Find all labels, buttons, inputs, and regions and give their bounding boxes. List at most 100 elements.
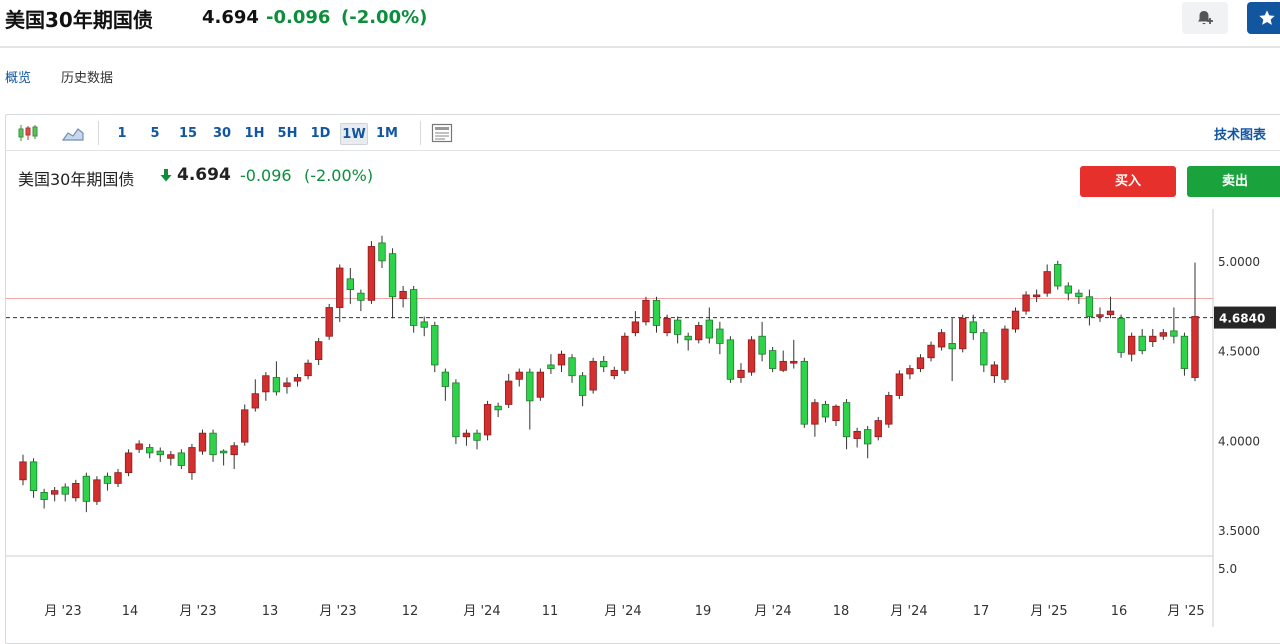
interval-1d[interactable]: 1D [310, 126, 331, 141]
candle-body [747, 339, 756, 373]
x-tick-label: 月 '25 [1167, 604, 1204, 619]
y-tick-label: 4.0000 [1218, 434, 1260, 448]
candle-body [198, 432, 207, 452]
layout-button[interactable] [429, 121, 455, 145]
interval-5h[interactable]: 5H [277, 126, 298, 141]
candle-body [1085, 296, 1094, 317]
candle-body [1149, 335, 1157, 343]
candle-body [272, 377, 281, 393]
candle-body [146, 447, 154, 454]
tab-historical-data[interactable]: 历史数据 [61, 71, 114, 86]
candle-body [948, 343, 956, 350]
chart-panel: 1 5 15 30 1H 5H 1D 1W 1M 技术图表 美国30年期国债 4… [5, 114, 1280, 644]
candle-body [473, 432, 481, 441]
candle-body [1001, 328, 1009, 380]
interval-5[interactable]: 5 [150, 126, 160, 141]
candle-body [779, 360, 787, 371]
y-tick-label: 5.0000 [1218, 255, 1260, 269]
candle-body [241, 409, 249, 443]
candle-body [177, 452, 186, 466]
candle-body [1096, 314, 1104, 317]
add-alert-button[interactable] [1182, 2, 1228, 34]
candle-body [663, 317, 671, 334]
buy-button[interactable]: 买入 [1080, 166, 1176, 197]
candle-body [684, 335, 692, 341]
candle-body [578, 375, 587, 396]
candle-body [568, 357, 576, 377]
arrow-down-icon [160, 169, 172, 182]
legend-change-percent: (-2.00%) [304, 166, 374, 185]
x-tick-label: 月 '24 [604, 604, 641, 619]
candle-body [483, 404, 492, 436]
candle-body [842, 402, 851, 438]
interval-1m[interactable]: 1M [376, 126, 398, 141]
candle-body [167, 454, 175, 459]
star-icon [1259, 10, 1275, 25]
candle-body [1127, 335, 1136, 355]
candle-body [420, 321, 428, 328]
candle-body [441, 371, 450, 387]
add-to-watchlist-button[interactable] [1247, 2, 1280, 34]
candle-body [800, 360, 809, 425]
candle-body [251, 393, 259, 409]
x-tick-label: 月 '23 [179, 604, 216, 619]
quote-header: 美国30年期国债 4.694 -0.096 (-2.00%) [0, 0, 1280, 46]
candle-body [1106, 310, 1115, 316]
candle-body [325, 307, 333, 337]
candle-body [367, 246, 376, 301]
technical-chart-link[interactable]: 技术图表 [1214, 128, 1267, 143]
candle-body [874, 420, 882, 438]
candle-body [737, 369, 745, 378]
volume-axis-label: 5.0 [1218, 562, 1237, 576]
area-chart-button[interactable] [60, 121, 86, 145]
candle-body [695, 325, 703, 341]
interval-15[interactable]: 15 [178, 126, 198, 141]
candle-body [314, 341, 323, 360]
candle-body [916, 357, 925, 369]
area-chart-icon [61, 128, 84, 141]
interval-1h[interactable]: 1H [244, 126, 265, 141]
candle-body [1075, 292, 1083, 298]
candle-body [853, 430, 861, 439]
price-change-percent: (-2.00%) [341, 7, 428, 28]
candle-body [1054, 264, 1062, 287]
candle-body [19, 461, 27, 481]
last-price: 4.694 [202, 7, 259, 28]
candle-body [906, 368, 914, 375]
candle-body [642, 299, 650, 323]
x-tick-label: 14 [122, 604, 139, 619]
interval-1[interactable]: 1 [117, 126, 127, 141]
candle-body [937, 332, 946, 348]
tab-overview[interactable]: 概览 [5, 71, 32, 86]
current-price-box [1214, 306, 1276, 329]
candle-body [990, 364, 999, 377]
candlestick-chart-button[interactable] [15, 121, 41, 145]
candle-body [51, 490, 59, 495]
candle-body [673, 319, 682, 335]
candle-body [811, 402, 819, 425]
candle-body [1011, 310, 1020, 330]
candle-body [600, 360, 608, 368]
candle-body [357, 292, 365, 301]
x-tick-label: 18 [833, 604, 850, 619]
x-tick-label: 16 [1111, 604, 1128, 619]
candle-body [219, 450, 228, 454]
candle-body [378, 242, 386, 262]
interval-1w[interactable]: 1W [340, 123, 368, 145]
sell-button[interactable]: 卖出 [1187, 166, 1280, 197]
candle-body [621, 335, 629, 371]
legend-change: -0.096 [240, 166, 292, 185]
candle-body [230, 445, 238, 456]
candle-body [346, 278, 354, 290]
candle-body [72, 483, 80, 499]
x-tick-label: 19 [695, 604, 712, 619]
candle-body [589, 360, 597, 391]
candlestick-icon [18, 125, 38, 141]
candle-body [293, 377, 302, 382]
candle-body [610, 369, 618, 377]
candle-body [547, 364, 555, 369]
candle-body [716, 328, 724, 344]
interval-30[interactable]: 30 [212, 126, 232, 141]
candle-body [1064, 285, 1072, 294]
